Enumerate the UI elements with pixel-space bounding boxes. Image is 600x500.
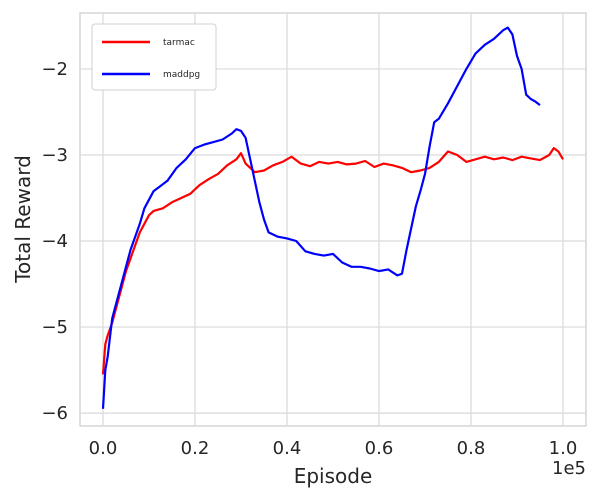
y-tick-label: −5	[41, 317, 68, 338]
series-lines	[101, 26, 564, 409]
series-line-tarmac	[101, 147, 564, 375]
x-axis-label: Episode	[294, 464, 373, 488]
y-tick-labels: −6 −5 −4 −3 −2	[41, 59, 68, 424]
legend-box	[91, 23, 217, 91]
legend: tarmac maddpg	[91, 23, 217, 91]
x-tick-label: 1.0	[549, 438, 578, 459]
x-tick-label: 0.6	[365, 438, 394, 459]
x-tick-label: 0.8	[457, 438, 486, 459]
legend-label-maddpg: maddpg	[163, 70, 200, 80]
y-tick-label: −4	[41, 231, 68, 252]
x-tick-labels: 0.0 0.2 0.4 0.6 0.8 1.0	[89, 438, 578, 459]
y-tick-label: −6	[41, 403, 68, 424]
x-axis-offset-label: 1e5	[552, 458, 586, 479]
y-axis-label: Total Reward	[11, 155, 35, 284]
x-tick-label: 0.2	[181, 438, 210, 459]
x-tick-label: 0.0	[89, 438, 118, 459]
x-tick-label: 0.4	[273, 438, 302, 459]
series-line-maddpg	[101, 26, 541, 409]
y-tick-label: −2	[41, 59, 68, 80]
y-tick-label: −3	[41, 145, 68, 166]
legend-label-tarmac: tarmac	[163, 38, 195, 48]
